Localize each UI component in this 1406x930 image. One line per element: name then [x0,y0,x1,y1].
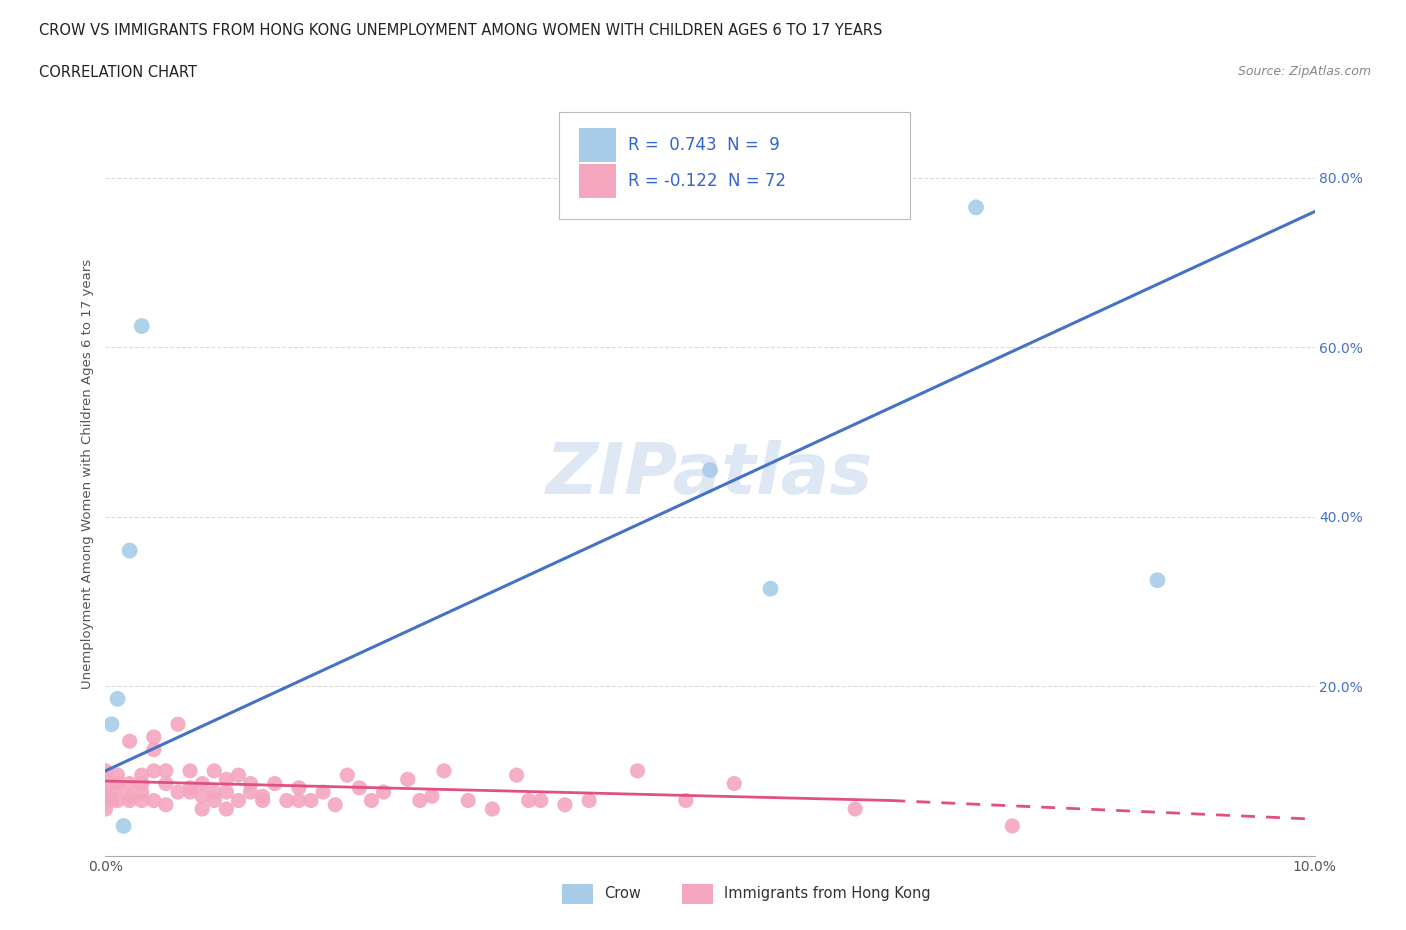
Point [336,767,359,782]
Point [107,691,129,706]
Point [299,793,322,808]
Point [191,802,214,817]
Point [167,785,190,800]
Point [409,793,432,808]
Point [118,777,141,791]
Point [288,780,311,795]
Point [420,789,443,804]
Text: Source: ZipAtlas.com: Source: ZipAtlas.com [1237,65,1371,78]
Point [94,789,117,804]
Point [349,780,371,795]
Point [481,802,503,817]
Point [118,789,141,804]
Point [142,793,165,808]
Point [288,793,311,808]
Point [323,797,346,812]
Text: ZIPatlas: ZIPatlas [547,440,873,509]
Point [179,764,201,778]
Point [118,734,141,749]
Point [505,767,527,782]
Point [373,785,395,800]
Point [1001,818,1024,833]
Point [457,793,479,808]
Point [759,581,782,596]
Point [100,793,122,808]
Point [118,793,141,808]
Point [155,797,177,812]
Point [530,793,553,808]
Point [142,729,165,744]
Point [252,793,274,808]
Text: R =  0.743  N =  9: R = 0.743 N = 9 [628,136,779,153]
Point [626,764,648,778]
Point [699,462,721,477]
Text: CROW VS IMMIGRANTS FROM HONG KONG UNEMPLOYMENT AMONG WOMEN WITH CHILDREN AGES 6 : CROW VS IMMIGRANTS FROM HONG KONG UNEMPL… [39,23,883,38]
Point [94,764,117,778]
Point [131,777,153,791]
Point [396,772,419,787]
Point [360,793,382,808]
Point [276,793,298,808]
Point [215,802,238,817]
Point [1146,573,1168,588]
Point [142,742,165,757]
Y-axis label: Unemployment Among Women with Children Ages 6 to 17 years: Unemployment Among Women with Children A… [82,259,94,689]
Point [228,767,250,782]
Point [965,200,987,215]
Point [94,772,117,787]
Point [131,793,153,808]
Text: Immigrants from Hong Kong: Immigrants from Hong Kong [724,886,931,901]
Point [131,785,153,800]
Point [263,777,285,791]
Point [723,777,745,791]
Point [312,785,335,800]
Point [167,717,190,732]
Bar [579,127,616,162]
Point [239,785,262,800]
Point [107,777,129,791]
Point [107,767,129,782]
Point [202,793,225,808]
Point [179,785,201,800]
Point [202,764,225,778]
Point [118,543,141,558]
Point [844,802,866,817]
Point [215,772,238,787]
Point [94,802,117,817]
Point [517,793,540,808]
Point [131,767,153,782]
Point [179,780,201,795]
Point [107,780,129,795]
Point [433,764,456,778]
Point [155,764,177,778]
Text: Crow: Crow [605,886,641,901]
Text: CORRELATION CHART: CORRELATION CHART [39,65,197,80]
Point [228,793,250,808]
FancyBboxPatch shape [560,113,910,219]
Point [191,777,214,791]
Point [100,717,122,732]
Text: R = -0.122  N = 72: R = -0.122 N = 72 [628,172,786,190]
Point [112,818,135,833]
Point [239,777,262,791]
Point [131,319,153,334]
Point [554,797,576,812]
Point [252,789,274,804]
Point [142,764,165,778]
Point [675,793,697,808]
Point [155,777,177,791]
Point [215,785,238,800]
Point [107,793,129,808]
Point [94,785,117,800]
Bar [579,164,616,198]
Point [191,789,214,804]
Point [202,785,225,800]
Point [578,793,600,808]
